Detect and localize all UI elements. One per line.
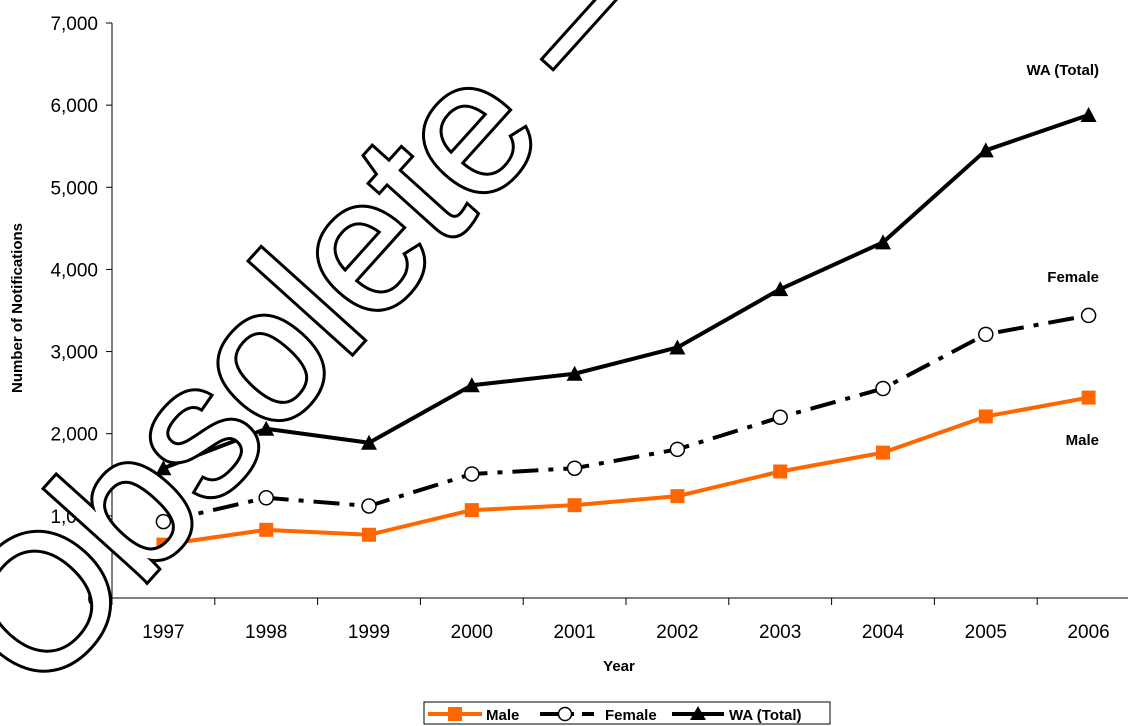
x-tick-label: 2002 [656, 622, 698, 643]
legend-label-male: Male [486, 707, 519, 724]
data-point-male [773, 464, 788, 479]
series-line-female [162, 313, 1089, 524]
series-male [156, 390, 1096, 552]
data-point-female [155, 513, 172, 530]
y-tick-label: 6,000 [50, 96, 98, 117]
data-point-wa-total [463, 377, 480, 393]
data-point-female [978, 326, 994, 343]
data-point-male [259, 522, 274, 537]
legend-label-female: Female [605, 707, 657, 724]
data-point-wa-total [566, 365, 583, 381]
y-tick-label: 1,000 [50, 507, 98, 528]
data-point-wa-total [1080, 107, 1097, 122]
data-point-wa-total [875, 234, 891, 250]
x-tick-label: 1997 [142, 622, 184, 643]
axes: 0 1,000 2,000 3,000 4,000 5,000 6,000 7,000 1997… [50, 14, 1128, 643]
x-tick-label: 2006 [1067, 622, 1109, 643]
series-label-wa-total: WA (Total) [1027, 62, 1099, 79]
legend-item-male: Male [428, 707, 519, 724]
data-point-wa-total [258, 420, 275, 436]
legend: Male Female WA (Total) [423, 701, 831, 725]
x-tick-label: 2004 [862, 622, 905, 643]
legend-box [423, 701, 831, 725]
data-point-female [361, 498, 377, 514]
data-point-male [362, 527, 376, 542]
data-point-female [669, 441, 686, 458]
data-point-male [876, 445, 890, 460]
legend-item-female: Female [540, 706, 657, 724]
y-axis-title: Number of Notifications [9, 223, 26, 393]
data-point-wa-total [977, 142, 994, 158]
series-layer [155, 107, 1097, 552]
x-tick-label: 1999 [348, 622, 390, 643]
series-line-male [163, 395, 1089, 547]
data-point-wa-total [772, 281, 789, 297]
data-point-wa-total [155, 460, 172, 476]
x-tick-label: 2003 [759, 622, 801, 643]
data-point-wa-total [361, 434, 377, 450]
x-axis-title: Year [603, 658, 635, 675]
x-tick-label: 2005 [965, 622, 1007, 643]
watermark-text: Obsolete – for [0, 0, 872, 726]
data-point-female [566, 460, 583, 476]
legend-label-wa-total: WA (Total) [729, 707, 801, 724]
series-line-wa-total [162, 113, 1090, 471]
data-point-male [156, 537, 171, 552]
x-tick-label: 1998 [245, 622, 287, 643]
series-female [155, 307, 1097, 530]
y-tick-label: 2,000 [50, 425, 98, 446]
data-point-male [1081, 390, 1096, 405]
data-point-female [258, 490, 274, 506]
x-tick-label: 2000 [451, 622, 493, 643]
data-point-male [464, 503, 479, 518]
series-label-female: Female [1047, 269, 1099, 286]
y-tick-label: 5,000 [50, 178, 98, 199]
data-point-male [567, 498, 582, 513]
data-point-male [978, 409, 993, 424]
data-point-female [772, 409, 788, 426]
data-point-female [875, 380, 891, 397]
y-tick-label: 0 [87, 589, 98, 610]
y-tick-label: 3,000 [50, 343, 98, 364]
data-point-female [464, 466, 480, 482]
data-point-male [670, 489, 685, 504]
legend-item-wa-total: WA (Total) [672, 706, 801, 724]
y-tick-label: 4,000 [50, 260, 98, 281]
data-point-wa-total [669, 339, 686, 355]
series-wa-total [155, 107, 1097, 476]
data-point-female [1080, 307, 1097, 324]
x-tick-label: 2001 [553, 622, 595, 643]
y-tick-label: 7,000 [50, 14, 98, 35]
series-label-male: Male [1066, 432, 1099, 449]
